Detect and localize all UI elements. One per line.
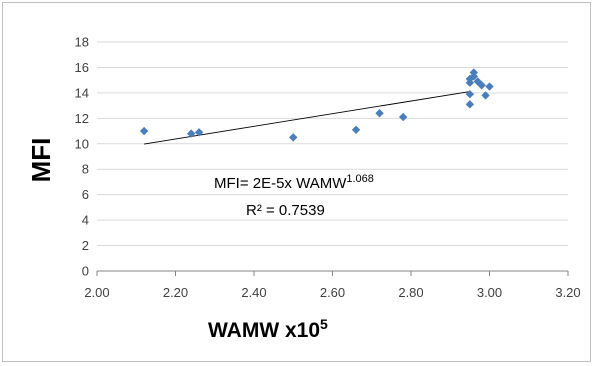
y-tick-label: 6 — [82, 187, 89, 202]
data-point — [477, 81, 486, 90]
data-point — [289, 133, 298, 142]
x-tick-label: 2.80 — [398, 285, 423, 300]
data-point — [465, 74, 475, 84]
y-tick-label: 14 — [75, 85, 89, 100]
axes — [96, 270, 569, 276]
data-point — [194, 128, 204, 137]
gridlines — [97, 41, 568, 247]
chart-frame — [2, 2, 591, 362]
r-squared-label: R² = 0.7539 — [246, 202, 325, 219]
data-points — [139, 68, 494, 142]
y-tick-label: 16 — [75, 60, 89, 75]
equation-main: MFI= 2E-5x WAMW — [214, 175, 347, 192]
x-axis-title-main: WAMW x10 — [208, 319, 320, 342]
x-tick-label: 3.00 — [477, 285, 502, 300]
equation-exponent: 1.068 — [346, 173, 374, 185]
trendline — [144, 91, 470, 145]
x-tick-label: 2.20 — [163, 285, 188, 300]
data-point — [187, 129, 196, 138]
y-tick-label: 2 — [82, 238, 89, 253]
x-tick-label: 2.00 — [84, 285, 109, 300]
x-axis-title: WAMW x105 — [208, 316, 328, 342]
data-point — [481, 91, 490, 100]
x-tick-label: 2.40 — [241, 285, 266, 300]
y-axis-title: MFI — [26, 138, 56, 183]
data-point — [485, 82, 494, 91]
y-tick-label: 8 — [82, 162, 89, 177]
x-tick-label: 2.60 — [320, 285, 345, 300]
y-tick-labels: 0 2 4 6 8 10 12 14 16 18 — [75, 35, 89, 279]
x-tick-labels: 2.00 2.20 2.40 2.60 2.80 3.00 3.20 — [84, 285, 580, 300]
data-point — [465, 100, 475, 109]
x-axis-title-superscript: 5 — [320, 316, 328, 332]
trendline-layer — [144, 91, 470, 145]
y-tick-label: 0 — [82, 264, 89, 279]
data-point — [398, 112, 408, 122]
x-tick-label: 3.20 — [555, 285, 580, 300]
data-point — [375, 109, 384, 118]
y-tick-label: 10 — [75, 136, 89, 151]
y-tick-label: 4 — [82, 213, 89, 228]
y-tick-label: 12 — [75, 111, 89, 126]
data-point — [469, 72, 478, 81]
data-point — [139, 126, 149, 136]
y-tick-label: 18 — [75, 35, 89, 50]
data-point — [465, 89, 475, 99]
equation-label: MFI= 2E-5x WAMW1.068 — [214, 173, 374, 192]
data-point — [351, 125, 361, 134]
